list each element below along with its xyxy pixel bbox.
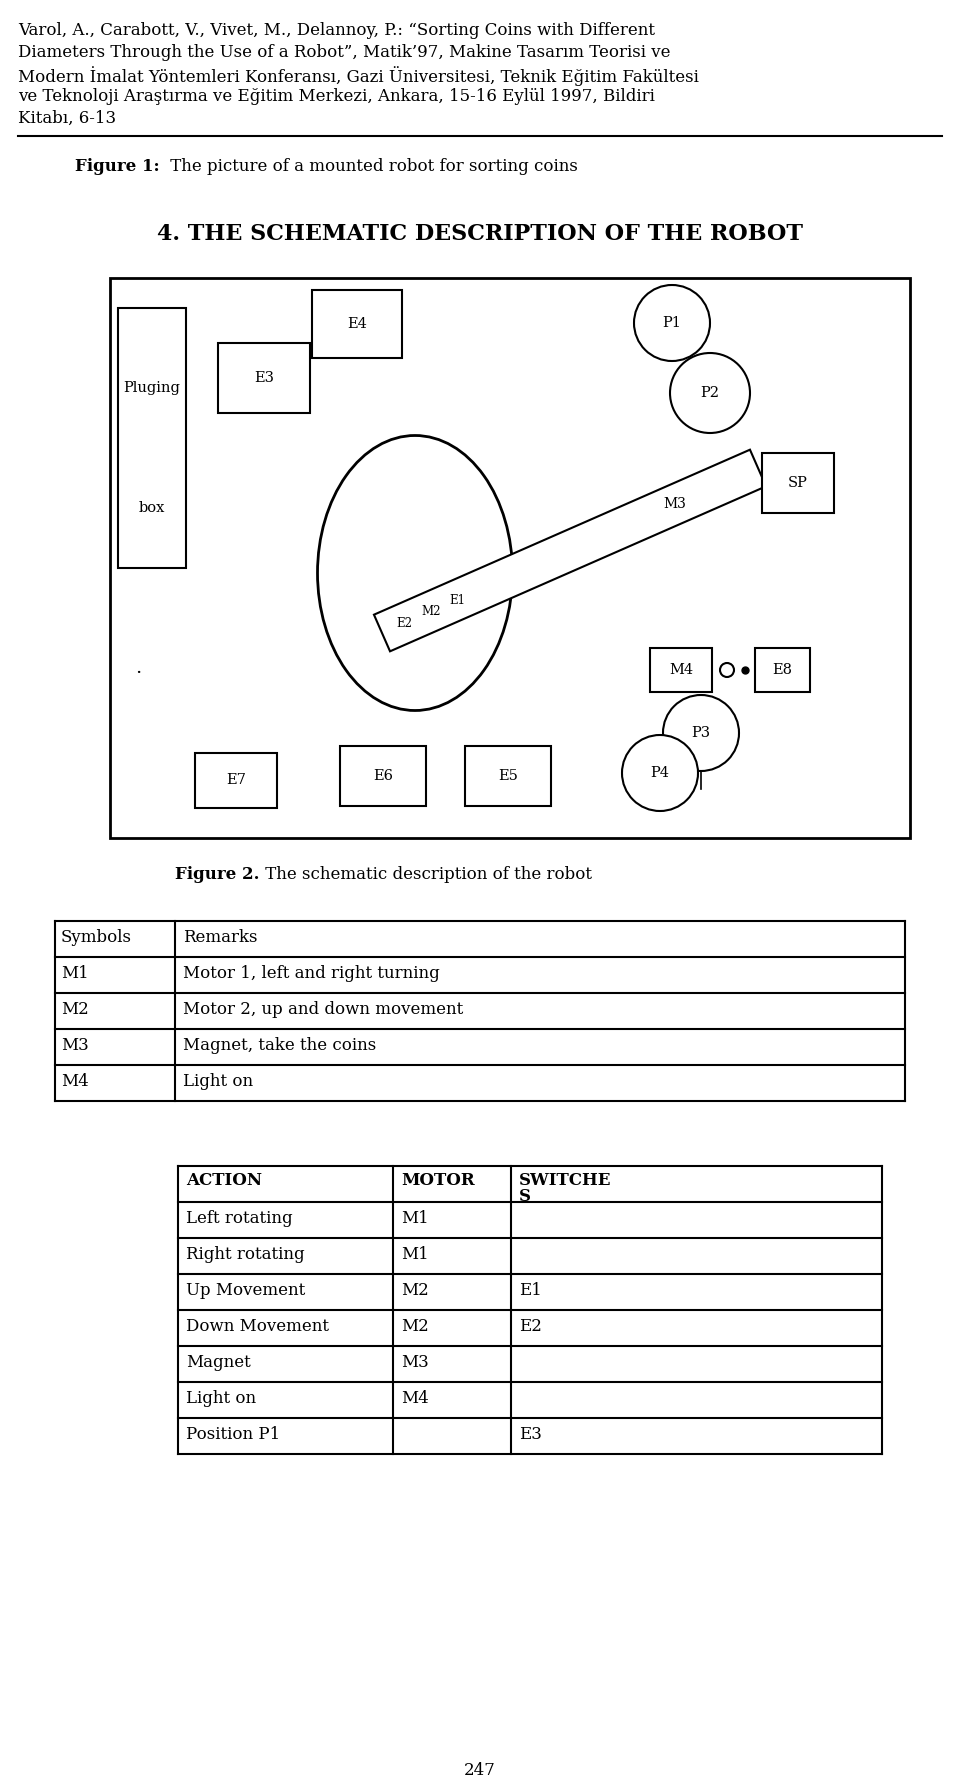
Text: M4: M4 [61,1073,88,1091]
Text: M2: M2 [401,1318,429,1334]
Circle shape [634,285,710,362]
Text: Figure 1:: Figure 1: [75,158,159,176]
Text: Symbols: Symbols [61,930,132,946]
Text: The schematic description of the robot: The schematic description of the robot [260,867,592,883]
Text: M3: M3 [401,1354,429,1370]
Bar [118,308,186,568]
Text: Motor 2, up and down movement: Motor 2, up and down movement [183,1001,464,1017]
Text: E4: E4 [348,317,367,331]
Text: M1: M1 [401,1247,429,1263]
Text: P4: P4 [651,767,669,781]
Bar [312,290,402,358]
Text: Varol, A., Carabott, V., Vivet, M., Delannoy, P.: “Sorting Coins with Different: Varol, A., Carabott, V., Vivet, M., Dela… [18,21,655,39]
Text: M2: M2 [61,1001,88,1017]
Text: M4: M4 [669,663,693,677]
Bar [762,453,834,512]
Circle shape [622,734,698,811]
Text: P2: P2 [701,387,719,399]
Text: E8: E8 [773,663,793,677]
Ellipse shape [318,435,513,711]
Text: Right rotating: Right rotating [186,1247,304,1263]
Text: M4: M4 [401,1390,429,1408]
Text: Motor 1, left and right turning: Motor 1, left and right turning [183,965,440,981]
Bar [195,752,277,808]
Text: S: S [519,1187,531,1205]
Text: M3: M3 [61,1037,88,1053]
Bar [340,747,426,806]
Text: box: box [139,501,165,516]
Circle shape [670,353,750,433]
Text: Pluging: Pluging [124,381,180,396]
Text: 247: 247 [464,1762,496,1778]
Text: M1: M1 [401,1211,429,1227]
Text: E1: E1 [449,593,466,607]
Text: Diameters Through the Use of a Robot”, Matik’97, Makine Tasarım Teorisi ve: Diameters Through the Use of a Robot”, M… [18,45,670,61]
Text: P1: P1 [662,315,682,330]
Text: ACTION: ACTION [186,1171,262,1189]
Bar [110,278,910,838]
Text: Magnet, take the coins: Magnet, take the coins [183,1037,376,1053]
Bar [650,648,712,691]
Text: M1: M1 [61,965,88,981]
Text: E6: E6 [373,768,393,783]
Text: Kitabı, 6-13: Kitabı, 6-13 [18,109,116,127]
Text: Modern İmalat Yöntemleri Konferansı, Gazi Üniversitesi, Teknik Eğitim Fakültesi: Modern İmalat Yöntemleri Konferansı, Gaz… [18,66,699,86]
Text: Light on: Light on [186,1390,256,1408]
Text: SP: SP [788,476,808,491]
Circle shape [720,663,734,677]
Text: SWITCHE: SWITCHE [519,1171,612,1189]
Text: M2: M2 [401,1282,429,1298]
Text: 4. THE SCHEMATIC DESCRIPTION OF THE ROBOT: 4. THE SCHEMATIC DESCRIPTION OF THE ROBO… [157,224,803,245]
Text: M3: M3 [664,498,686,510]
Text: Down Movement: Down Movement [186,1318,329,1334]
Text: E5: E5 [498,768,518,783]
Text: E1: E1 [519,1282,541,1298]
Bar [218,344,310,414]
Text: E2: E2 [519,1318,541,1334]
Text: P3: P3 [691,725,710,740]
Text: ve Teknoloji Araştırma ve Eğitim Merkezi, Ankara, 15-16 Eylül 1997, Bildiri: ve Teknoloji Araştırma ve Eğitim Merkezi… [18,88,655,106]
Text: Light on: Light on [183,1073,253,1091]
Circle shape [663,695,739,770]
Text: Left rotating: Left rotating [186,1211,293,1227]
Text: .: . [134,659,141,677]
Text: Magnet: Magnet [186,1354,251,1370]
Text: E2: E2 [396,616,413,630]
Text: MOTOR: MOTOR [401,1171,474,1189]
Text: Position P1: Position P1 [186,1426,280,1444]
Text: The picture of a mounted robot for sorting coins: The picture of a mounted robot for sorti… [165,158,578,176]
Text: Up Movement: Up Movement [186,1282,305,1298]
Text: E3: E3 [254,371,274,385]
Text: E3: E3 [519,1426,541,1444]
Bar [465,747,551,806]
Text: E7: E7 [226,774,246,788]
Text: Figure 2.: Figure 2. [175,867,259,883]
Text: Remarks: Remarks [183,930,257,946]
Polygon shape [374,450,766,652]
Text: M2: M2 [421,605,441,618]
Bar [755,648,810,691]
